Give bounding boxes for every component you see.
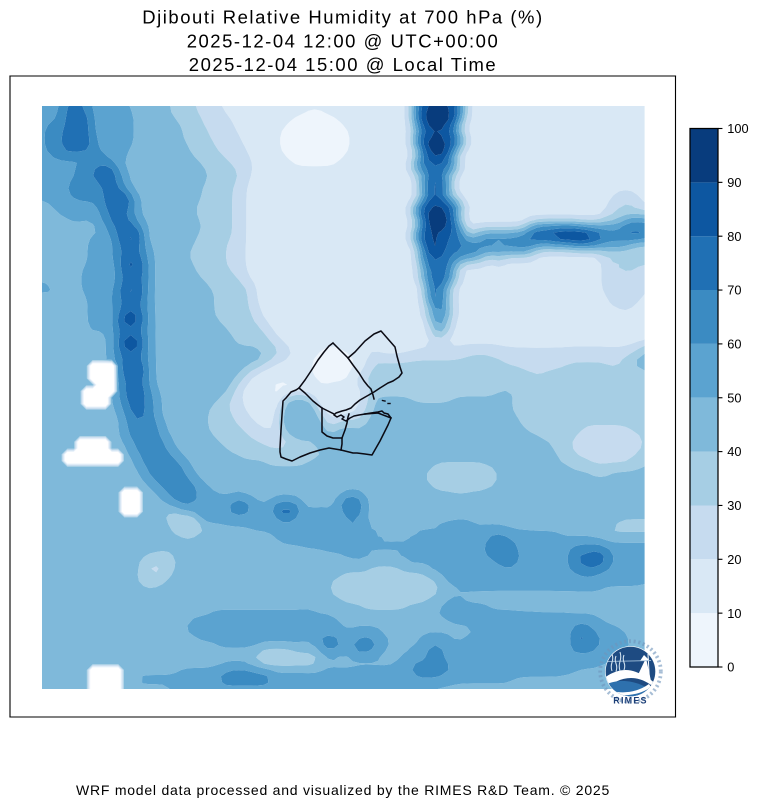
svg-text:Djibouti Relative Humidity at: Djibouti Relative Humidity at 700 hPa (%… (142, 7, 543, 28)
svg-text:2025-12-04 12:00 @ UTC+00:00: 2025-12-04 12:00 @ UTC+00:00 (187, 30, 500, 51)
svg-text:WRF model data processed and v: WRF model data processed and visualized … (76, 782, 610, 798)
svg-text:RIMES: RIMES (613, 696, 647, 706)
svg-text:100: 100 (727, 121, 748, 136)
svg-text:0: 0 (727, 660, 734, 675)
svg-text:60: 60 (727, 337, 741, 352)
svg-text:20: 20 (727, 552, 741, 567)
svg-text:2025-12-04 15:00 @ Local Time: 2025-12-04 15:00 @ Local Time (189, 54, 497, 75)
svg-text:30: 30 (727, 498, 741, 513)
svg-text:40: 40 (727, 444, 741, 459)
svg-text:80: 80 (727, 229, 741, 244)
svg-text:50: 50 (727, 390, 741, 405)
svg-text:90: 90 (727, 175, 741, 190)
svg-text:10: 10 (727, 606, 741, 621)
svg-text:70: 70 (727, 283, 741, 298)
